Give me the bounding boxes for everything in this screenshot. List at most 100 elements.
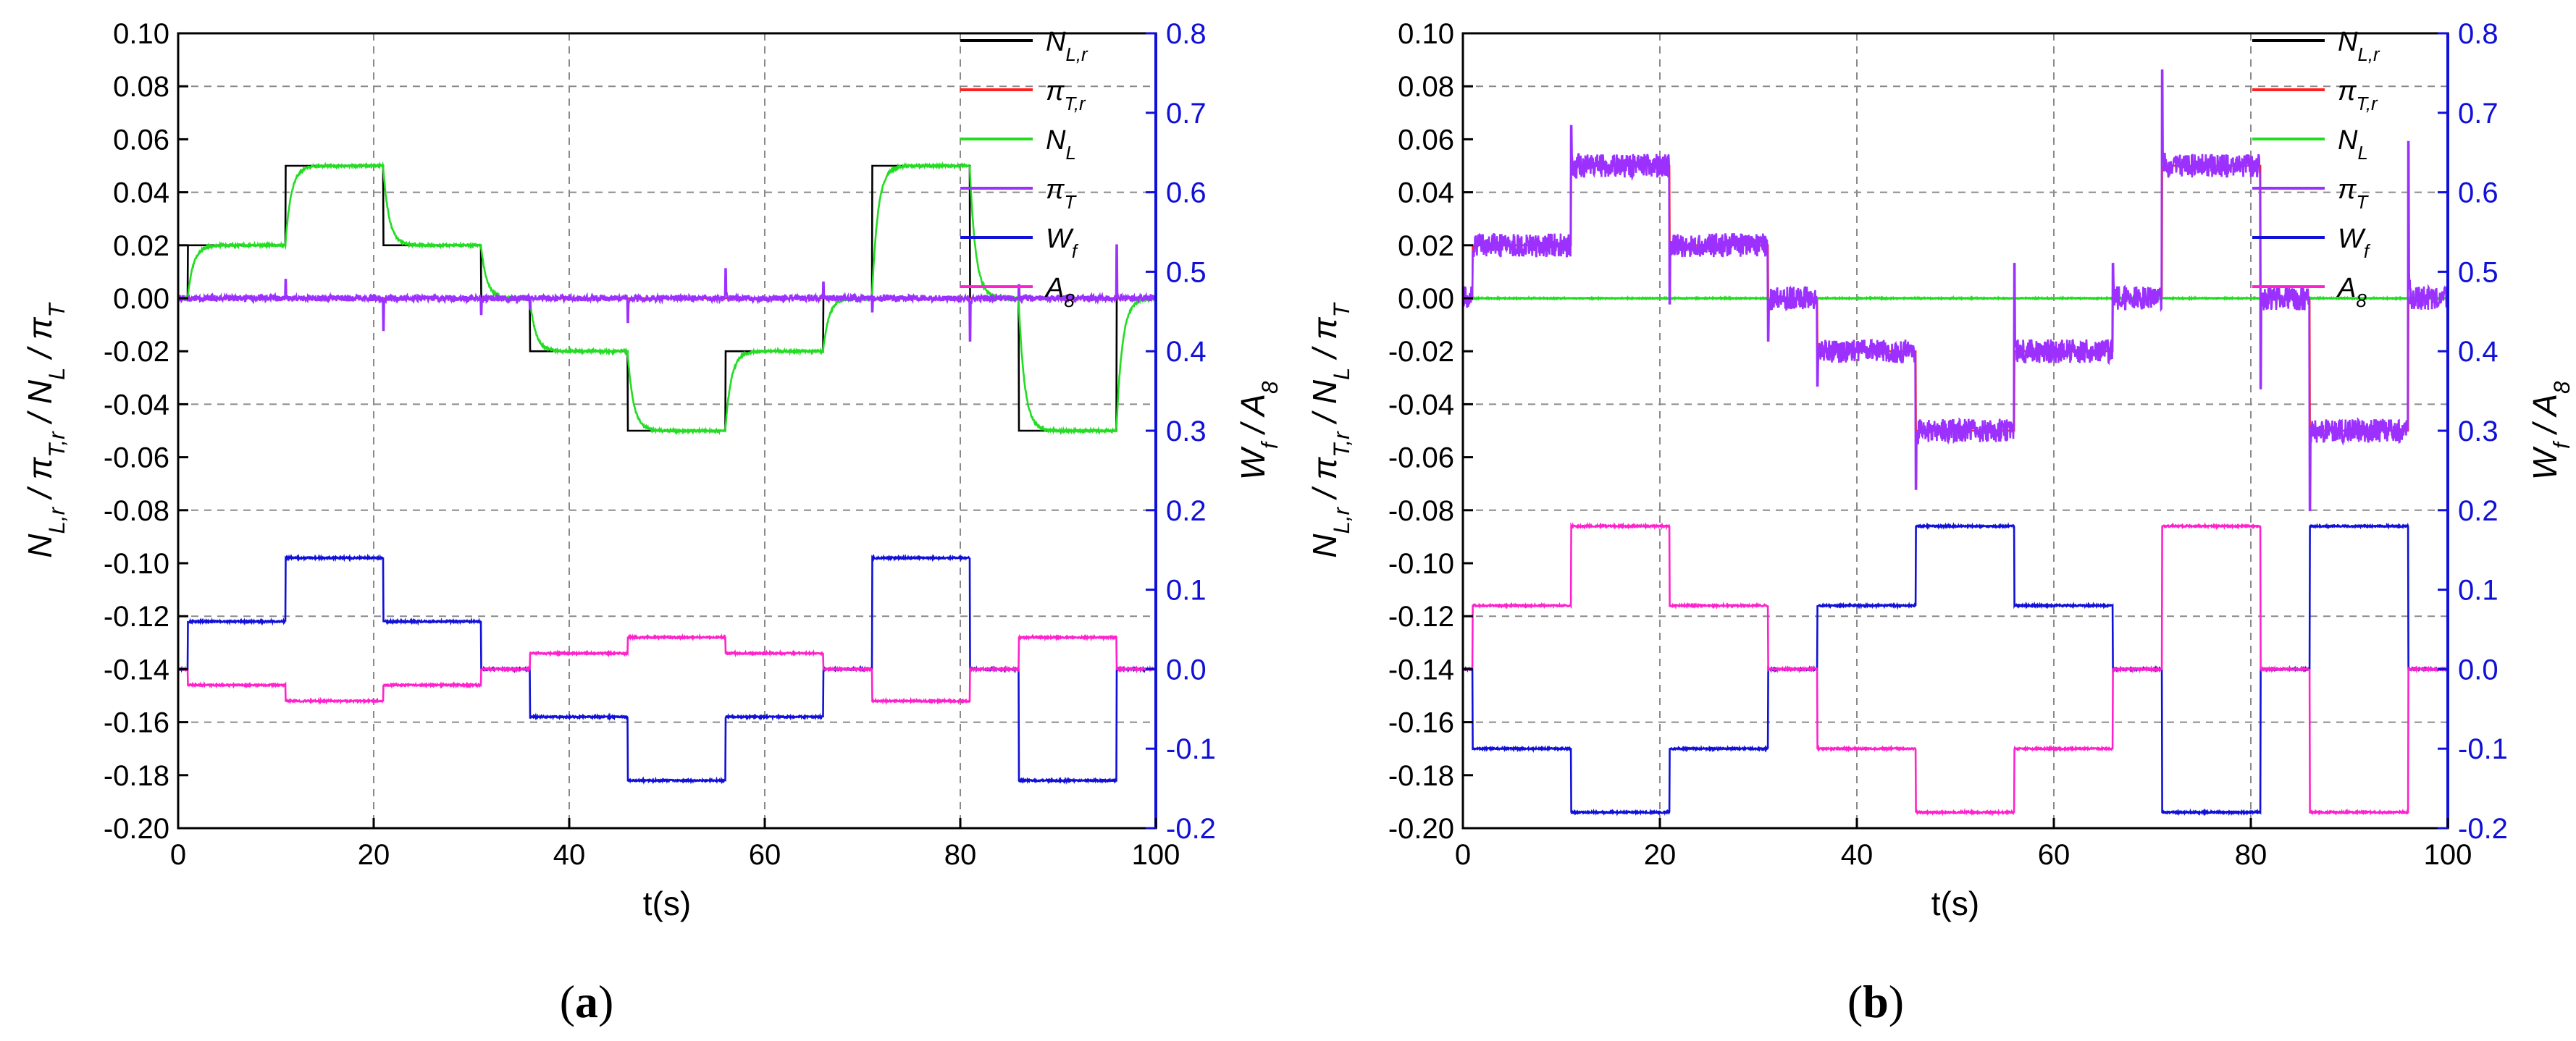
legend-entry-main: N	[2338, 125, 2358, 156]
x-tick-label: 0	[170, 839, 186, 871]
y-left-tick-label: 0.06	[1398, 124, 1454, 156]
y-left-tick-label: -0.18	[1388, 760, 1454, 792]
panel-label-letter: a	[575, 976, 598, 1027]
y-right-label-symbol: W	[2526, 445, 2564, 480]
x-tick-label: 40	[553, 839, 586, 871]
y-left-tick-label: 0.04	[1398, 177, 1454, 209]
y-left-tick-label: -0.12	[1388, 601, 1454, 633]
y-right-tick-label: 0.1	[2458, 575, 2499, 607]
y-left-tick-label: -0.14	[1388, 654, 1454, 686]
legend-entry-sub: T,r	[1064, 94, 1086, 114]
y-left-tick-label: -0.10	[104, 548, 169, 580]
y-left-tick-label: -0.14	[104, 654, 169, 686]
y-left-label-sub: L	[1329, 368, 1354, 380]
x-tick-label: 20	[1644, 839, 1677, 871]
y-left-label-sub: L,r	[44, 506, 70, 534]
legend-entry-main: A	[1044, 273, 1064, 303]
legend-entry: πT	[2338, 174, 2369, 213]
panel-label-open: (	[1847, 976, 1863, 1027]
x-tick-label: 0	[1455, 839, 1471, 871]
panel-label: (b)	[1847, 976, 1904, 1027]
y-left-label-sub: T,r	[1329, 431, 1354, 458]
legend-entry: NL	[1046, 125, 1076, 164]
y-left-label-symbol: N	[21, 534, 59, 558]
y-right-tick-label: 0.2	[2458, 495, 2499, 527]
y-left-label-symbol: π	[21, 316, 59, 340]
y-left-tick-label: 0.00	[1398, 283, 1454, 315]
y-left-label-sep: /	[21, 340, 59, 367]
y-left-label-symbol: π	[1306, 457, 1343, 480]
panel-label-open: (	[560, 976, 575, 1027]
y-left-tick-label: 0.02	[113, 230, 169, 262]
y-left-label-symbol: π	[21, 457, 59, 480]
y-left-tick-label: -0.02	[104, 336, 169, 368]
x-tick-label: 100	[1132, 839, 1180, 871]
y-left-label-sep: /	[1306, 340, 1343, 367]
y-left-tick-label: -0.02	[1388, 336, 1454, 368]
y-right-tick-label: 0.8	[1166, 18, 1207, 50]
y-left-tick-label: -0.16	[104, 707, 169, 739]
y-left-label-symbol: π	[1306, 316, 1343, 340]
legend-entry-main: N	[1046, 125, 1066, 156]
y-right-axis-label: Wf / A8	[2526, 381, 2575, 480]
panel-label-letter: b	[1863, 976, 1889, 1027]
y-right-label-symbol: A	[1234, 394, 1272, 418]
y-left-tick-label: 0.08	[1398, 71, 1454, 103]
legend-entry: πT,r	[1046, 76, 1086, 114]
y-right-tick-label: 0.3	[1166, 416, 1207, 447]
legend-entry-main: N	[1046, 27, 1066, 57]
y-right-label-sub: 8	[2549, 381, 2575, 394]
y-right-label-symbol: W	[1234, 445, 1272, 480]
y-right-tick-label: 0.0	[2458, 654, 2499, 686]
legend-entry-sub: T,r	[2356, 94, 2378, 114]
x-axis-label: t(s)	[1931, 885, 1979, 922]
y-left-tick-label: 0.10	[1398, 18, 1454, 50]
legend-entry-main: A	[2336, 273, 2356, 303]
series-group	[178, 161, 1156, 785]
panel-label: (a)	[560, 976, 614, 1027]
x-tick-label: 20	[358, 839, 390, 871]
y-left-tick-label: -0.04	[1388, 389, 1454, 421]
y-left-tick-label: 0.00	[113, 283, 169, 315]
y-left-tick-label: -0.08	[1388, 495, 1454, 527]
legend-entry: NL,r	[2338, 27, 2380, 65]
y-right-tick-label: 0.4	[2458, 336, 2499, 368]
y-left-tick-label: -0.10	[1388, 548, 1454, 580]
y-left-tick-label: 0.04	[113, 177, 169, 209]
legend-entry: A8	[2336, 273, 2367, 311]
panel-label-close: )	[1889, 976, 1904, 1027]
y-left-label-sep: /	[1306, 404, 1343, 431]
x-tick-label: 80	[2235, 839, 2267, 871]
y-left-tick-label: 0.10	[113, 18, 169, 50]
legend-entry: NL,r	[1046, 27, 1088, 65]
panel-b: 0 20 40 60 80 1000.100.080.060.040.020.00-0.0…	[1306, 18, 2575, 922]
y-left-tick-label: 0.08	[113, 71, 169, 103]
y-left-tick-label: 0.06	[113, 124, 169, 156]
legend-entry-sub: f	[2364, 242, 2371, 262]
y-left-label-symbol: N	[1306, 534, 1343, 558]
y-right-tick-label: 0.4	[1166, 336, 1207, 368]
y-left-tick-label: -0.06	[104, 442, 169, 474]
y-left-label-symbol: N	[1306, 379, 1343, 404]
y-right-tick-label: 0.0	[1166, 654, 1207, 686]
series-line-T	[178, 244, 1156, 342]
y-left-tick-label: -0.06	[1388, 442, 1454, 474]
legend-entry: πT,r	[2338, 76, 2378, 114]
legend-entry-main: π	[1046, 174, 1065, 205]
y-left-tick-label: -0.16	[1388, 707, 1454, 739]
y-left-tick-label: -0.18	[104, 760, 169, 792]
legend-entry-sub: L	[1065, 143, 1075, 164]
y-left-label-sep: /	[21, 404, 59, 431]
legend-entry: Wf	[2338, 224, 2371, 262]
legend-entry-sub: f	[1072, 242, 1079, 262]
y-left-tick-label: 0.02	[1398, 230, 1454, 262]
y-left-label-sub: L,r	[1329, 506, 1354, 534]
x-tick-label: 40	[1841, 839, 1874, 871]
legend-entry-main: N	[2338, 27, 2358, 57]
panel-a: 0 20 40 60 80 1000.100.080.060.040.020.00-0.0…	[21, 18, 1283, 922]
y-left-label-sub: T,r	[44, 431, 70, 458]
y-left-tick-label: -0.08	[104, 495, 169, 527]
